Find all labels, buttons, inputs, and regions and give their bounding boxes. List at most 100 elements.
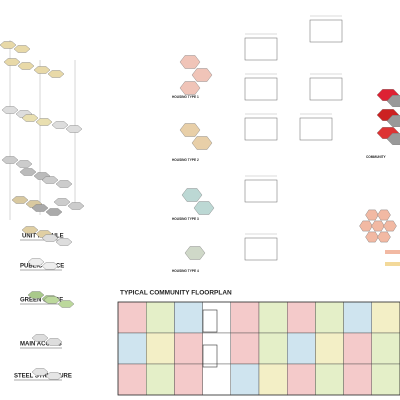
hexagon xyxy=(45,208,63,216)
hexagon xyxy=(0,41,17,49)
hexagon xyxy=(184,246,206,260)
unit-plan xyxy=(244,179,278,203)
hexagon xyxy=(371,220,385,232)
room xyxy=(145,363,175,396)
hexagon xyxy=(21,114,39,122)
hexagon xyxy=(51,121,69,129)
room xyxy=(343,363,373,396)
room xyxy=(315,332,344,365)
hexagon xyxy=(55,180,73,188)
room xyxy=(117,301,147,334)
hexagon xyxy=(33,66,51,74)
room xyxy=(230,332,260,365)
hexagon xyxy=(65,125,83,133)
room xyxy=(230,363,260,396)
room xyxy=(343,301,373,334)
layer-label: MAIN ACCESS xyxy=(20,342,62,348)
unit-plan xyxy=(244,77,278,101)
hexagon xyxy=(179,81,201,95)
hexagon xyxy=(45,338,63,346)
hexagon xyxy=(43,296,61,304)
hexagon xyxy=(3,58,21,66)
room xyxy=(117,363,147,396)
hexagon xyxy=(31,204,49,212)
floorplan-title: TYPICAL COMMUNITY FLOORPLAN xyxy=(120,290,232,297)
room xyxy=(343,332,373,365)
hexagon xyxy=(179,123,201,137)
room xyxy=(202,363,232,396)
hexagon xyxy=(11,196,29,204)
room xyxy=(174,332,203,365)
housing-label: HOUSING TYPE 1 xyxy=(172,95,199,99)
room xyxy=(315,301,344,334)
hexagon xyxy=(191,68,213,82)
room xyxy=(174,363,203,396)
hexagon xyxy=(15,160,33,168)
unit-plan xyxy=(244,37,278,61)
hexagon xyxy=(31,334,49,342)
hexagon xyxy=(191,136,213,150)
hexagon xyxy=(55,238,73,246)
hexagon xyxy=(1,156,19,164)
hexagon xyxy=(13,45,31,53)
room xyxy=(230,301,260,334)
hexagon xyxy=(53,198,71,206)
stair xyxy=(202,344,218,368)
room xyxy=(287,363,316,396)
room xyxy=(287,301,316,334)
legend-swatch xyxy=(385,262,400,266)
room xyxy=(371,332,400,365)
hexagon xyxy=(19,168,37,176)
hexagon xyxy=(193,201,215,215)
hexagon xyxy=(365,209,379,221)
layer-label: GREEN SPACE xyxy=(20,298,63,304)
housing-label: HOUSING TYPE 3 xyxy=(172,217,199,221)
hexagon xyxy=(67,202,85,210)
floorplan-frame xyxy=(117,301,400,396)
room xyxy=(145,332,175,365)
hexagon xyxy=(386,115,400,127)
hexagon xyxy=(47,70,65,78)
room xyxy=(174,301,203,334)
hexagon xyxy=(377,231,391,243)
room xyxy=(287,332,316,365)
room xyxy=(117,332,147,365)
unit-plan xyxy=(244,117,278,141)
layer-label: PUBLIC SPACE xyxy=(20,264,64,270)
hexagon xyxy=(365,231,379,243)
hexagon xyxy=(179,55,201,69)
hexagon xyxy=(21,226,39,234)
hexagon xyxy=(359,220,373,232)
hexagon xyxy=(27,291,45,299)
hexagon xyxy=(41,262,59,270)
hexagon xyxy=(41,176,59,184)
hexagon xyxy=(383,220,397,232)
room xyxy=(371,301,400,334)
unit-plan xyxy=(244,237,278,261)
room xyxy=(258,332,288,365)
unit-plan xyxy=(299,117,333,141)
hexagon xyxy=(31,368,49,376)
legend-swatch xyxy=(385,250,400,254)
room xyxy=(315,363,344,396)
community-label: COMMUNITY xyxy=(366,155,387,159)
room xyxy=(258,363,288,396)
hexagon xyxy=(17,62,35,70)
layer-label: STEEL STRUCTURE xyxy=(14,374,72,380)
housing-label: HOUSING TYPE 2 xyxy=(172,158,199,162)
hexagon xyxy=(1,106,19,114)
housing-label: HOUSING TYPE 4 xyxy=(172,269,199,273)
hexagon xyxy=(386,133,400,145)
room xyxy=(371,363,400,396)
hexagon xyxy=(386,95,400,107)
hexagon xyxy=(27,258,45,266)
room xyxy=(258,301,288,334)
hexagon xyxy=(57,300,75,308)
hexagon xyxy=(181,188,203,202)
hexagon xyxy=(377,209,391,221)
hexagon xyxy=(35,118,53,126)
hexagon xyxy=(41,234,59,242)
room xyxy=(145,301,175,334)
stair xyxy=(202,309,218,333)
